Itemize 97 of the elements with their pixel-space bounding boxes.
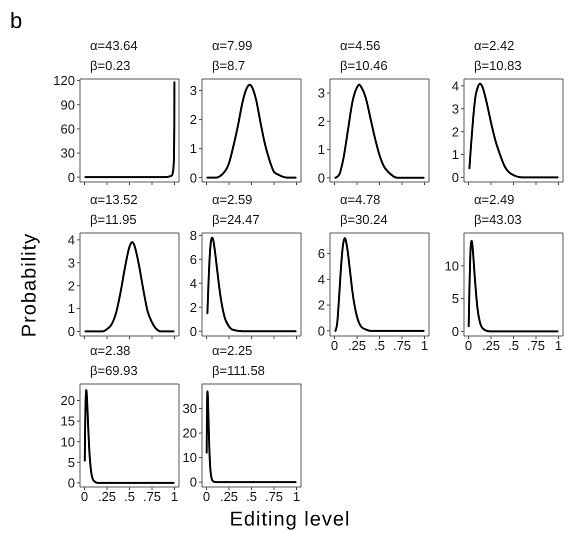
line-series <box>468 82 559 178</box>
y-tick-label: 0 <box>68 324 75 340</box>
y-tick-label: 0 <box>318 170 325 186</box>
y-tick-label: 0 <box>190 324 197 339</box>
x-tick-label: .75 <box>142 489 162 504</box>
x-tick-label: .5 <box>124 489 135 504</box>
y-tick-label: 30 <box>182 401 197 416</box>
line-series <box>334 237 425 332</box>
y-tick-label: 2 <box>318 298 325 313</box>
y-tick-label: 0 <box>68 475 75 490</box>
chart-title: α=2.59 <box>212 191 254 209</box>
y-tick-label: 1 <box>318 142 325 158</box>
line-series <box>468 240 559 332</box>
chart-title: α=2.25 <box>212 342 254 360</box>
chart-subtitle: β=11.95 <box>90 211 138 229</box>
y-tick-label: 4 <box>452 78 459 94</box>
x-axis-title: Editing level <box>230 508 350 532</box>
x-tick-label: .25 <box>482 338 500 354</box>
x-tick-label: .5 <box>508 338 519 354</box>
y-tick-label: 2 <box>190 112 197 128</box>
chart-title: α=4.78 <box>340 191 382 209</box>
line-series <box>84 241 175 332</box>
y-tick-label: 4 <box>68 232 75 248</box>
y-tick-label: 2 <box>318 114 325 129</box>
chart-subtitle: β=69.93 <box>90 362 139 380</box>
chart-subtitle: β=0.23 <box>90 57 132 75</box>
y-tick-label: 0 <box>452 324 459 340</box>
y-tick-label: 90 <box>60 97 75 112</box>
chart-subtitle: β=10.83 <box>474 57 523 75</box>
x-tick-label: 0 <box>330 338 338 354</box>
y-tick-label: 0 <box>190 474 197 490</box>
y-tick-label: 3 <box>68 255 75 270</box>
x-tick-label: .75 <box>264 489 284 504</box>
y-tick-label: 120 <box>53 73 75 88</box>
y-tick-label: 5 <box>68 454 75 470</box>
x-tick-label: .75 <box>526 338 546 354</box>
y-tick-label: 4 <box>318 272 325 287</box>
line-series <box>206 84 297 179</box>
y-tick-label: 20 <box>182 426 197 441</box>
y-tick-label: 3 <box>452 101 459 116</box>
y-tick-label: 1 <box>190 141 197 156</box>
x-tick-label: 0 <box>202 489 210 504</box>
x-tick-label: 0 <box>80 489 88 504</box>
text: b <box>10 8 22 34</box>
x-tick-label: 1 <box>292 489 300 504</box>
y-tick-label: 8 <box>190 228 197 244</box>
chart-title: α=2.38 <box>90 342 132 360</box>
y-tick-label: 3 <box>318 86 325 101</box>
chart-subtitle: β=43.03 <box>474 211 523 229</box>
y-tick-label: 10 <box>60 434 75 450</box>
line-series <box>334 84 425 179</box>
y-tick-label: 4 <box>190 276 197 291</box>
y-tick-label: 2 <box>452 124 459 140</box>
chart-title: α=13.52 <box>90 191 139 209</box>
y-tick-label: 0 <box>190 170 197 186</box>
line-series <box>84 389 175 484</box>
y-tick-label: 20 <box>60 393 75 408</box>
y-tick-label: 3 <box>190 83 197 98</box>
x-tick-label: .25 <box>220 489 238 504</box>
y-tick-label: 15 <box>60 414 75 429</box>
y-tick-label: 10 <box>444 258 459 274</box>
x-tick-label: .75 <box>392 338 412 354</box>
chart-title: α=43.64 <box>90 37 139 55</box>
x-tick-label: .25 <box>348 338 366 354</box>
chart-subtitle: β=30.24 <box>340 211 389 229</box>
chart-title: α=2.49 <box>474 191 516 209</box>
line-series <box>206 390 297 484</box>
y-tick-label: 1 <box>68 301 75 316</box>
y-tick-label: 0 <box>452 170 459 186</box>
chart-subtitle: β=10.46 <box>340 57 389 75</box>
y-tick-label: 2 <box>190 300 197 315</box>
x-tick-label: .5 <box>374 338 385 354</box>
chart-subtitle: β=8.7 <box>212 57 246 75</box>
y-tick-label: 2 <box>68 278 75 294</box>
chart-subtitle: β=111.58 <box>212 362 266 380</box>
line-series <box>206 236 297 332</box>
x-tick-label: 1 <box>170 489 178 504</box>
x-tick-label: 0 <box>464 338 472 354</box>
y-tick-label: 5 <box>452 291 459 306</box>
x-tick-label: .5 <box>246 489 257 504</box>
chart-subtitle: β=24.47 <box>212 211 261 229</box>
line-series <box>84 81 176 178</box>
y-tick-label: 6 <box>318 246 325 262</box>
y-axis-title: Probability <box>18 232 42 338</box>
x-tick-label: 1 <box>420 338 428 354</box>
y-tick-label: 60 <box>60 122 75 137</box>
x-tick-label: 1 <box>554 338 562 354</box>
chart-title: α=4.56 <box>340 37 382 55</box>
y-tick-label: 6 <box>190 252 197 267</box>
chart-title: α=2.42 <box>474 37 516 55</box>
y-tick-label: 1 <box>452 147 459 162</box>
y-tick-label: 0 <box>318 323 325 338</box>
x-tick-label: .25 <box>98 489 116 504</box>
y-tick-label: 30 <box>60 146 75 161</box>
y-tick-label: 10 <box>182 450 197 466</box>
chart-title: α=7.99 <box>212 37 254 55</box>
y-tick-label: 0 <box>68 170 75 185</box>
